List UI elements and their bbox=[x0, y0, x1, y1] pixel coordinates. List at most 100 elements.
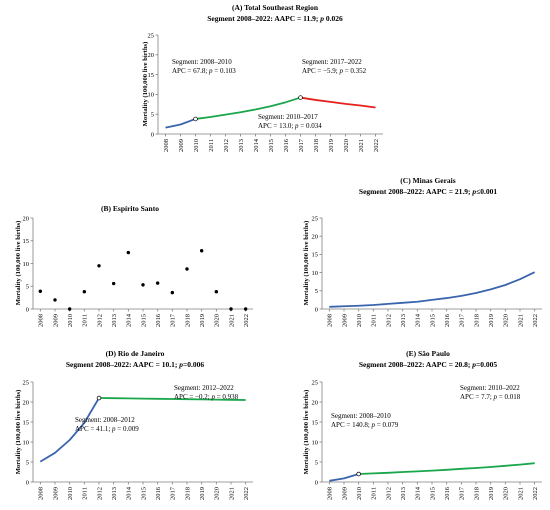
x-tick-label: 2010 bbox=[67, 487, 74, 500]
y-tick-label: 0 bbox=[26, 479, 29, 486]
x-tick-label: 2019 bbox=[199, 314, 206, 327]
x-tick-label: 2010 bbox=[193, 139, 200, 152]
chart-title: (B) Espírito Santo bbox=[101, 204, 159, 213]
chart-title: (C) Minas Gerais bbox=[400, 176, 455, 185]
x-tick-label: 2010 bbox=[356, 314, 363, 327]
series-line-1 bbox=[165, 118, 196, 129]
chart-title: (D) Rio de Janeiro bbox=[106, 349, 165, 358]
x-tick-label: 2020 bbox=[214, 487, 221, 500]
x-tick-label: 2010 bbox=[356, 487, 363, 500]
x-tick-label: 2014 bbox=[126, 486, 133, 500]
annotation-line: APC = 67.8; p = 0.103 bbox=[172, 67, 236, 75]
x-tick-label: 2021 bbox=[517, 487, 524, 500]
x-tick-label: 2019 bbox=[328, 139, 335, 152]
x-tick-label: 2012 bbox=[223, 139, 230, 152]
x-tick-label: 2021 bbox=[358, 139, 365, 152]
data-point bbox=[38, 289, 43, 293]
x-tick-label: 2016 bbox=[444, 486, 451, 500]
x-tick-label: 2017 bbox=[298, 138, 305, 152]
y-axis-label: Mortality (100,000 live births) bbox=[15, 390, 22, 475]
x-tick-label: 2009 bbox=[341, 314, 348, 327]
x-tick-label: 2012 bbox=[385, 487, 392, 500]
y-tick-label: 5 bbox=[26, 459, 29, 466]
x-tick-label: 2018 bbox=[313, 139, 320, 152]
x-tick-label: 2016 bbox=[283, 138, 290, 152]
x-tick-label: 2015 bbox=[140, 487, 147, 500]
annotation-line: Segment: 2008–2010 bbox=[331, 412, 391, 420]
y-tick-label: 15 bbox=[23, 238, 30, 245]
x-tick-label: 2014 bbox=[415, 486, 422, 500]
joinpoint-marker bbox=[193, 116, 198, 122]
annotation-line: Segment: 2008–2010 bbox=[172, 58, 232, 66]
x-tick-label: 2019 bbox=[488, 314, 495, 327]
x-tick-label: 2009 bbox=[52, 314, 59, 327]
chart-panel-d: (D) Rio de Janeiro Segment 2008–2022: AAP… bbox=[15, 349, 253, 500]
x-tick-label: 2019 bbox=[199, 487, 206, 500]
y-tick-label: 20 bbox=[312, 234, 319, 241]
y-tick-label: 25 bbox=[23, 379, 30, 386]
x-tick-label: 2010 bbox=[67, 314, 74, 327]
y-axis-label: Mortality (100,000 live births) bbox=[15, 221, 22, 306]
data-point bbox=[155, 281, 160, 285]
y-tick-label: 10 bbox=[23, 439, 30, 446]
annotation-line: Segment: 2008–2012 bbox=[75, 416, 135, 424]
chart-subtitle: Segment 2008–2022: AAPC = 20.8; p=0.005 bbox=[359, 360, 498, 369]
annotation-line: APC = 7.7; p = 0.018 bbox=[460, 393, 521, 401]
x-tick-label: 2022 bbox=[373, 139, 380, 152]
x-tick-label: 2015 bbox=[268, 139, 275, 152]
x-tick-label: 2021 bbox=[228, 487, 235, 500]
x-tick-label: 2015 bbox=[140, 314, 147, 327]
x-tick-label: 2013 bbox=[400, 487, 407, 500]
data-point bbox=[199, 249, 204, 253]
series-line-2 bbox=[358, 462, 535, 475]
y-tick-label: 5 bbox=[26, 284, 29, 291]
y-tick-label: 5 bbox=[315, 288, 318, 295]
annotation-line: APC = −0.2; p = 0.938 bbox=[174, 393, 239, 401]
y-tick-label: 20 bbox=[23, 399, 30, 406]
annotation-line: Segment: 2010–2022 bbox=[460, 384, 520, 392]
chart-panel-a: (A) Total Southeast Region Segment 2008–2… bbox=[142, 3, 383, 152]
x-tick-label: 2014 bbox=[126, 313, 133, 327]
data-point bbox=[229, 307, 233, 311]
chart-panel-c: (C) Minas Gerais Segment 2008–2022: AAPC … bbox=[303, 176, 542, 327]
x-tick-label: 2018 bbox=[184, 487, 191, 500]
y-tick-label: 15 bbox=[312, 419, 319, 426]
x-tick-label: 2022 bbox=[532, 487, 539, 500]
y-tick-label: 10 bbox=[312, 270, 319, 277]
series-line-1 bbox=[329, 271, 536, 308]
y-tick-label: 0 bbox=[26, 306, 29, 313]
x-tick-label: 2015 bbox=[429, 314, 436, 327]
x-tick-label: 2011 bbox=[82, 487, 89, 500]
x-tick-label: 2008 bbox=[38, 487, 45, 500]
y-tick-label: 15 bbox=[23, 419, 30, 426]
data-point bbox=[243, 307, 248, 311]
x-tick-label: 2009 bbox=[178, 139, 185, 152]
x-tick-label: 2017 bbox=[170, 313, 177, 327]
y-tick-label: 5 bbox=[151, 112, 154, 119]
x-tick-label: 2020 bbox=[503, 487, 510, 500]
annotation-line: Segment: 2012–2022 bbox=[174, 384, 234, 392]
x-tick-label: 2020 bbox=[343, 139, 350, 152]
data-point bbox=[126, 250, 131, 255]
x-tick-label: 2011 bbox=[208, 139, 215, 152]
data-point bbox=[97, 264, 101, 268]
annotation-line: Segment: 2017–2022 bbox=[302, 58, 362, 66]
x-tick-label: 2008 bbox=[38, 314, 45, 327]
x-tick-label: 2009 bbox=[341, 487, 348, 500]
y-tick-label: 0 bbox=[315, 306, 318, 313]
chart-subtitle: Segment 2008–2022: AAPC = 21.9; p≤0.001 bbox=[359, 187, 497, 196]
x-tick-label: 2014 bbox=[415, 313, 422, 327]
x-tick-label: 2012 bbox=[385, 314, 392, 327]
y-tick-label: 20 bbox=[23, 215, 30, 222]
y-axis-label: Mortality (100,000 live births) bbox=[303, 221, 310, 306]
chart-panel-e: (E) São Paulo Segment 2008–2022: AAPC = 2… bbox=[303, 349, 542, 500]
y-tick-label: 20 bbox=[148, 52, 155, 59]
x-tick-label: 2012 bbox=[96, 487, 103, 500]
x-tick-label: 2016 bbox=[155, 313, 162, 327]
x-tick-label: 2019 bbox=[488, 487, 495, 500]
